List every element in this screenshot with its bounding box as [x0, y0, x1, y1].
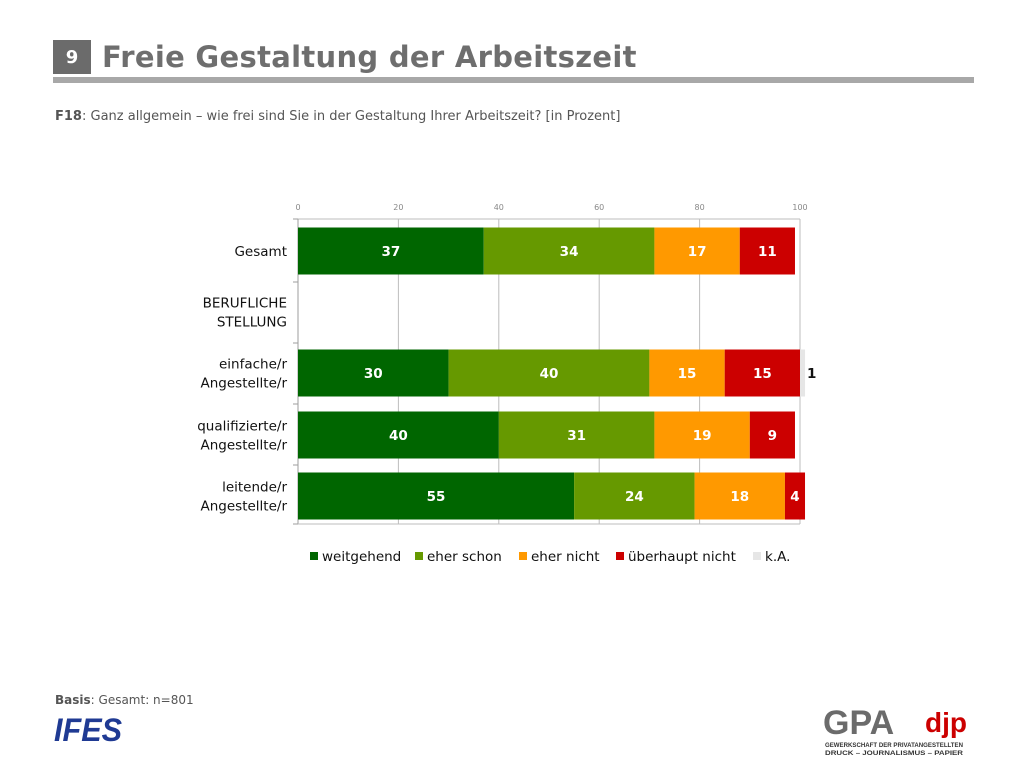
slide-title: Freie Gestaltung der Arbeitszeit — [102, 40, 637, 74]
bar-segment — [483, 227, 655, 275]
data-label: 15 — [753, 366, 772, 382]
ifes-logo-text: IFES — [54, 714, 123, 744]
bar-segment — [654, 227, 740, 275]
x-tick-label: 20 — [393, 203, 403, 212]
legend-label: eher schon — [427, 549, 502, 565]
bar-segment — [298, 227, 484, 275]
data-label: 11 — [758, 244, 777, 260]
survey-question: F18: Ganz allgemein – wie frei sind Sie … — [55, 109, 620, 124]
data-label: 24 — [625, 489, 644, 505]
legend-label: k.A. — [765, 549, 790, 565]
data-label: 1 — [807, 366, 816, 382]
title-divider — [53, 77, 974, 83]
category-label: BERUFLICHE — [203, 296, 287, 312]
legend-label: überhaupt nicht — [628, 549, 736, 565]
bar-segment — [654, 411, 750, 459]
data-label: 40 — [389, 428, 408, 444]
gpa-subline-2: DRUCK – JOURNALISMUS – PAPIER — [825, 751, 964, 757]
basis-text: : Gesamt: n=801 — [90, 693, 194, 707]
legend-label: eher nicht — [531, 549, 600, 565]
bar-segment — [298, 472, 575, 520]
category-label: einfache/r — [219, 357, 287, 373]
data-label: 15 — [678, 366, 697, 382]
legend-swatch — [753, 552, 761, 560]
question-text: : Ganz allgemein – wie frei sind Sie in … — [81, 109, 621, 124]
data-label: 9 — [768, 428, 777, 444]
data-label: 4 — [790, 489, 799, 505]
data-label: 19 — [693, 428, 712, 444]
question-id: F18 — [55, 109, 82, 124]
ifes-logo: IFES — [54, 714, 123, 744]
slide-number: 9 — [53, 40, 91, 74]
gpa-djp-logo: GPA djp GEWERKSCHAFT DER PRIVATANGESTELL… — [823, 704, 967, 757]
category-label: Angestellte/r — [201, 499, 288, 515]
gpa-logo-text: GPA — [823, 704, 894, 742]
basis-note: Basis: Gesamt: n=801 — [55, 693, 194, 707]
category-label: Angestellte/r — [201, 438, 288, 454]
category-label: leitende/r — [222, 480, 287, 496]
bar-segment — [574, 472, 695, 520]
legend-swatch — [519, 552, 527, 560]
data-label: 37 — [381, 244, 400, 260]
bar-segment — [724, 349, 800, 397]
data-label: 34 — [560, 244, 579, 260]
category-label: STELLUNG — [217, 315, 287, 331]
data-label: 31 — [567, 428, 586, 444]
bar-segment — [800, 349, 806, 397]
bar-segment — [448, 349, 650, 397]
legend-swatch — [310, 552, 318, 560]
legend-swatch — [415, 552, 423, 560]
data-label: 17 — [688, 244, 707, 260]
legend-swatch — [616, 552, 624, 560]
data-label: 40 — [540, 366, 559, 382]
category-label: Gesamt — [234, 244, 287, 260]
bar-segment — [498, 411, 655, 459]
gpa-subline-1: GEWERKSCHAFT DER PRIVATANGESTELLTEN — [825, 743, 963, 749]
data-label: 18 — [730, 489, 749, 505]
bar-segment — [298, 349, 449, 397]
x-tick-label: 80 — [695, 203, 705, 212]
data-label: 55 — [427, 489, 446, 505]
bar-segment — [749, 411, 795, 459]
legend-label: weitgehend — [322, 549, 401, 565]
bar-segment — [694, 472, 785, 520]
bar-segment — [298, 411, 499, 459]
x-tick-label: 40 — [494, 203, 504, 212]
data-label: 30 — [364, 366, 383, 382]
basis-label: Basis — [55, 693, 91, 707]
category-label: qualifizierte/r — [197, 419, 287, 435]
x-tick-label: 0 — [295, 203, 300, 212]
category-label: Angestellte/r — [201, 376, 288, 392]
x-tick-label: 60 — [594, 203, 604, 212]
x-tick-label: 100 — [792, 203, 807, 212]
bar-segment — [649, 349, 725, 397]
bar-segment — [739, 227, 795, 275]
djp-logo-text: djp — [925, 707, 967, 738]
bar-segment — [784, 472, 806, 520]
